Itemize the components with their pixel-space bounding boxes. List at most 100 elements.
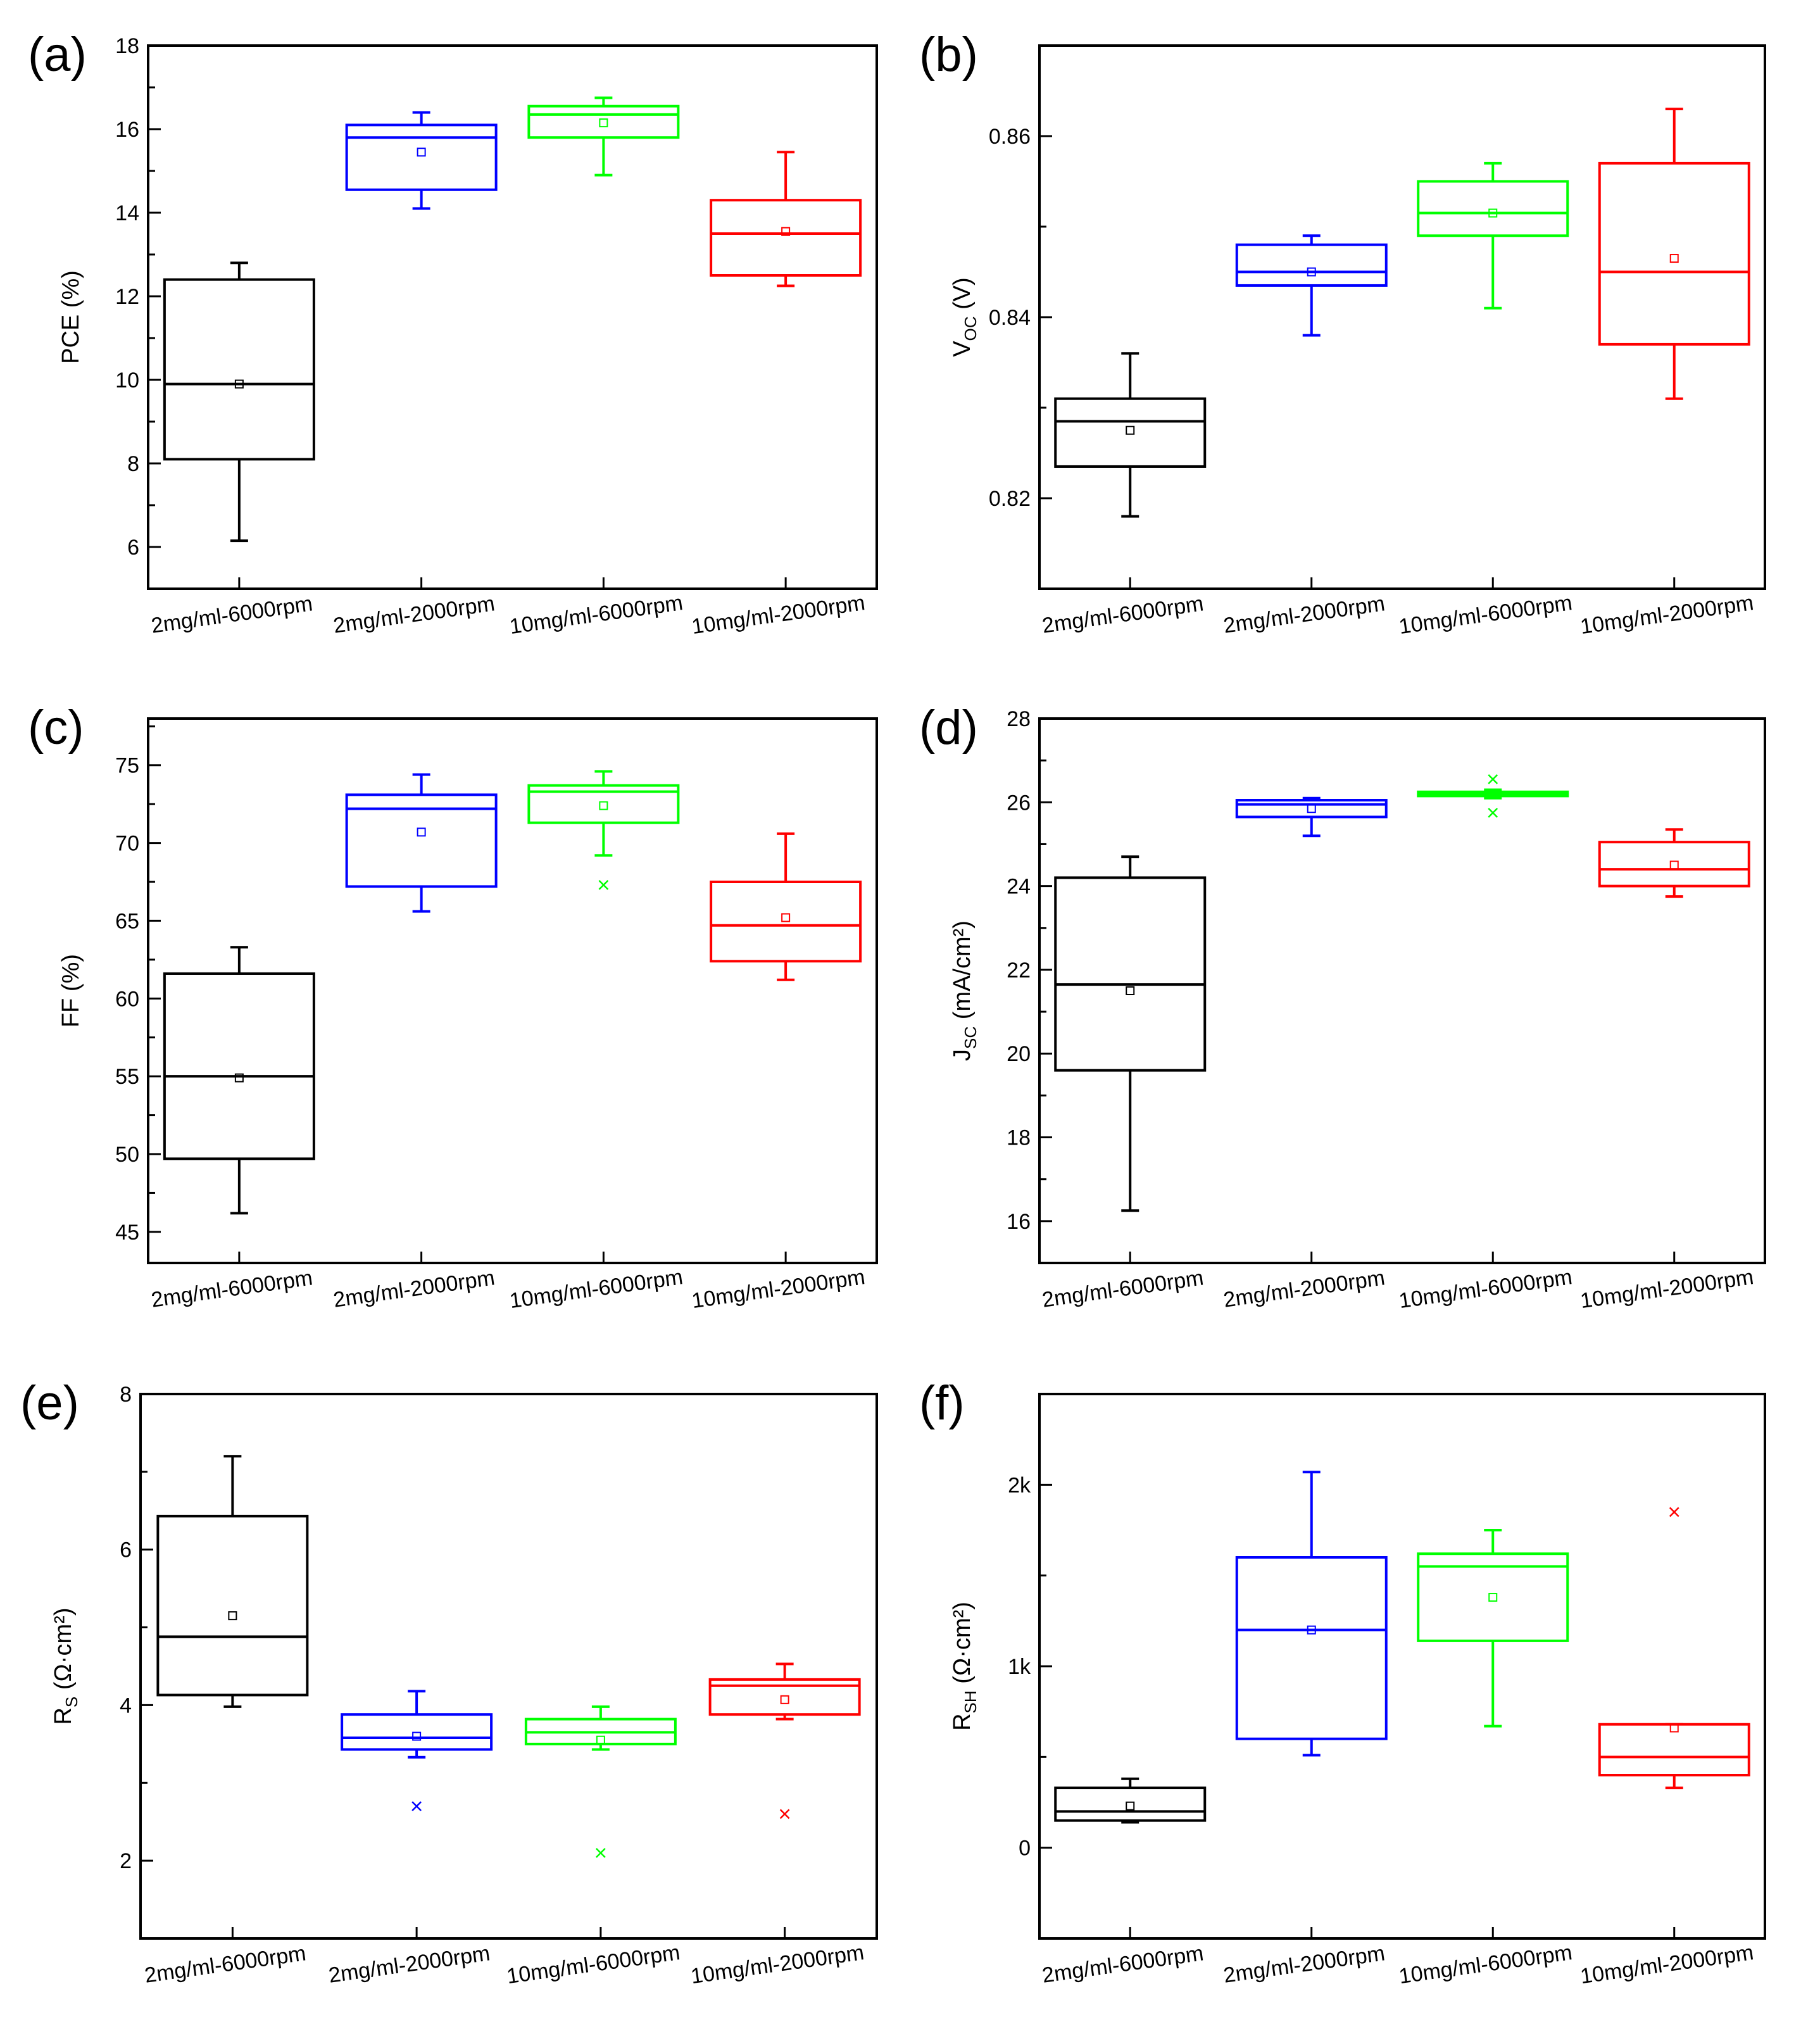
plot-frame	[147, 44, 878, 590]
plot-frame	[147, 717, 878, 1264]
y-tick-label: 0.84	[989, 306, 1031, 330]
box-1	[163, 946, 315, 1215]
y-axis-label: VOC (V)	[949, 277, 980, 357]
box-3	[1417, 161, 1569, 310]
box-1	[1054, 855, 1207, 1212]
box-iqr	[710, 199, 862, 277]
box-2	[345, 111, 498, 210]
y-tick-label: 20	[1007, 1042, 1031, 1066]
mean-marker	[1669, 254, 1679, 263]
x-category-label: 2mg/ml-2000rpm	[332, 591, 496, 638]
panel-b: (b) 0.82 0.84 0.86 2mg/ml-6000rpm 2mg/ml-2000…	[919, 28, 1766, 639]
box-2	[345, 773, 498, 913]
box-4	[1598, 1507, 1750, 1790]
x-category-label: 2mg/ml-6000rpm	[1041, 1941, 1205, 1987]
plot-frame	[1038, 717, 1766, 1264]
outlier-marker	[595, 1847, 606, 1858]
box-iqr	[1598, 1723, 1750, 1777]
y-tick-label: 8	[127, 452, 139, 476]
outlier-marker	[1669, 1507, 1679, 1517]
box-2	[341, 1690, 493, 1812]
panel-d: (d) 16 18 20 22 24 26 28 2mg/ml-6000rpm 2mg/ml-20…	[919, 701, 1766, 1313]
mean-marker	[1126, 986, 1135, 995]
x-category-label: 10mg/ml-2000rpm	[689, 1940, 865, 1988]
y-tick-label: 22	[1007, 958, 1031, 983]
y-tick-label: 60	[115, 987, 139, 1011]
y-tick-label: 26	[1007, 791, 1031, 815]
x-category-label: 10mg/ml-6000rpm	[508, 1265, 684, 1313]
x-category-label: 2mg/ml-2000rpm	[1222, 1941, 1386, 1987]
mean-marker	[228, 1611, 237, 1621]
box-iqr	[1054, 876, 1207, 1072]
box-iqr	[163, 278, 315, 461]
x-category-label: 2mg/ml-6000rpm	[1041, 1266, 1205, 1312]
x-category-label: 2mg/ml-6000rpm	[149, 591, 314, 638]
box-3	[1417, 774, 1569, 818]
box-1	[1054, 352, 1207, 518]
mean-marker	[417, 827, 426, 837]
y-tick-label: 2k	[1008, 1473, 1031, 1497]
mean-marker	[1307, 267, 1316, 277]
x-category-label: 10mg/ml-6000rpm	[1397, 1265, 1573, 1313]
y-axis-label: PCE (%)	[58, 270, 84, 364]
panel-label: (d)	[919, 701, 978, 755]
plot-frame	[1038, 1393, 1766, 1940]
y-tick-label: 6	[127, 536, 139, 560]
box-iqr	[1054, 397, 1207, 468]
x-category-label: 2mg/ml-6000rpm	[149, 1266, 314, 1312]
y-tick-label: 2	[120, 1849, 132, 1873]
x-category-label: 2mg/ml-2000rpm	[1222, 591, 1386, 638]
panel-c: (c) 45 50 55 60 65 70 75 2mg/ml-6000rpm 2mg/ml-20…	[28, 701, 878, 1313]
y-tick-label: 16	[1007, 1210, 1031, 1234]
box-1	[1054, 1777, 1207, 1824]
panel-e: (e) 2 4 6 8 2mg/ml-6000rpm 2mg/ml-2000rpm 10mg/…	[20, 1376, 878, 1988]
plot-frame	[139, 1393, 878, 1940]
box-iqr	[156, 1514, 309, 1697]
y-axis-label: JSC (mA/cm²)	[949, 920, 980, 1061]
mean-marker	[1307, 1625, 1316, 1635]
y-tick-label: 0.86	[989, 125, 1031, 149]
box-4	[1598, 108, 1750, 400]
box-iqr	[345, 123, 498, 191]
x-category-label: 2mg/ml-2000rpm	[1222, 1266, 1386, 1312]
box-2	[1235, 234, 1388, 337]
x-category-label: 2mg/ml-6000rpm	[143, 1941, 308, 1987]
y-tick-label: 0.82	[989, 487, 1031, 511]
y-tick-label: 10	[115, 368, 139, 393]
box-iqr	[345, 793, 498, 888]
x-category-label: 2mg/ml-2000rpm	[332, 1266, 496, 1312]
mean-marker	[781, 913, 791, 922]
box-iqr	[1054, 1787, 1207, 1822]
y-tick-label: 4	[120, 1693, 132, 1718]
outlier-marker	[779, 1809, 790, 1819]
mean-marker	[599, 118, 608, 128]
box-3	[527, 96, 680, 177]
y-tick-label: 70	[115, 832, 139, 856]
y-tick-label: 45	[115, 1221, 139, 1245]
y-tick-label: 16	[115, 118, 139, 142]
mean-marker	[412, 1731, 422, 1741]
y-tick-label: 28	[1007, 707, 1031, 731]
y-tick-label: 65	[115, 909, 139, 933]
outlier-marker	[1488, 807, 1498, 818]
mean-marker	[1126, 425, 1135, 435]
mean-marker	[1488, 789, 1498, 799]
x-category-label: 10mg/ml-6000rpm	[505, 1940, 681, 1988]
x-category-label: 10mg/ml-6000rpm	[1397, 591, 1573, 639]
box-iqr	[527, 104, 680, 139]
box-iqr	[1417, 180, 1569, 237]
mean-marker	[1669, 860, 1679, 870]
x-category-label: 10mg/ml-2000rpm	[1579, 591, 1755, 639]
panel-label: (c)	[28, 701, 84, 755]
y-tick-label: 50	[115, 1143, 139, 1167]
y-tick-label: 12	[115, 285, 139, 309]
box-3	[524, 1705, 677, 1858]
x-category-label: 10mg/ml-2000rpm	[1579, 1940, 1755, 1988]
y-tick-label: 75	[115, 754, 139, 778]
y-tick-label: 0	[1019, 1837, 1031, 1861]
mean-marker	[599, 801, 608, 810]
panel-label: (b)	[919, 28, 978, 82]
x-category-label: 10mg/ml-6000rpm	[1397, 1940, 1573, 1988]
mean-marker	[234, 1073, 244, 1083]
